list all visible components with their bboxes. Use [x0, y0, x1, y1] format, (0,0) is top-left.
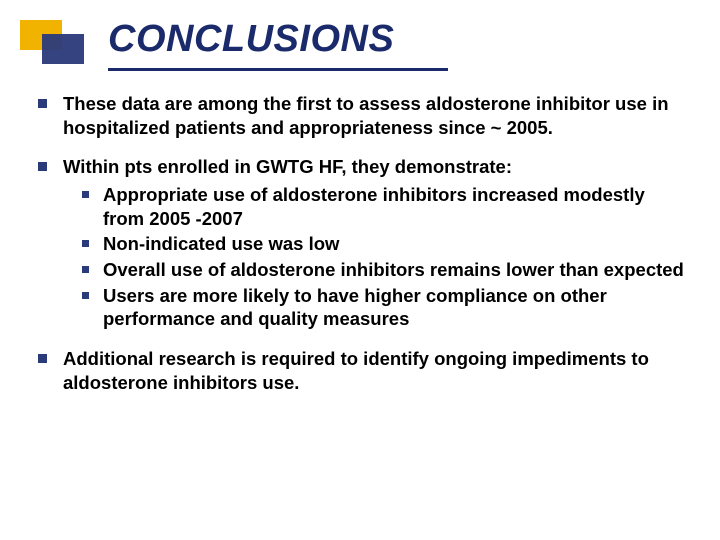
sub-bullet-text: Users are more likely to have higher com…	[103, 284, 690, 331]
sub-bullet-text: Overall use of aldosterone inhibitors re…	[103, 258, 684, 282]
title-underline	[108, 68, 448, 71]
square-bullet-icon	[82, 292, 89, 299]
bullet-text: Additional research is required to ident…	[63, 347, 690, 394]
bullet-item: These data are among the first to assess…	[38, 92, 690, 139]
bullet-item: Within pts enrolled in GWTG HF, they dem…	[38, 155, 690, 179]
bullet-item: Additional research is required to ident…	[38, 347, 690, 394]
square-bullet-icon	[82, 266, 89, 273]
square-bullet-icon	[82, 191, 89, 198]
corner-decoration	[20, 20, 80, 70]
square-bullet-icon	[82, 240, 89, 247]
sub-bullet-text: Non-indicated use was low	[103, 232, 339, 256]
sub-bullet-item: Appropriate use of aldosterone inhibitor…	[82, 183, 690, 230]
bullet-text: These data are among the first to assess…	[63, 92, 690, 139]
slide-title: CONCLUSIONS	[108, 18, 394, 61]
square-bullet-icon	[38, 162, 47, 171]
square-bullet-icon	[38, 354, 47, 363]
deco-blue-square	[42, 34, 84, 64]
square-bullet-icon	[38, 99, 47, 108]
sub-bullet-item: Overall use of aldosterone inhibitors re…	[82, 258, 690, 282]
bullet-text: Within pts enrolled in GWTG HF, they dem…	[63, 155, 512, 179]
sub-bullet-text: Appropriate use of aldosterone inhibitor…	[103, 183, 690, 230]
sub-bullet-list: Appropriate use of aldosterone inhibitor…	[38, 183, 690, 331]
sub-bullet-item: Non-indicated use was low	[82, 232, 690, 256]
sub-bullet-item: Users are more likely to have higher com…	[82, 284, 690, 331]
content-area: These data are among the first to assess…	[38, 92, 690, 410]
